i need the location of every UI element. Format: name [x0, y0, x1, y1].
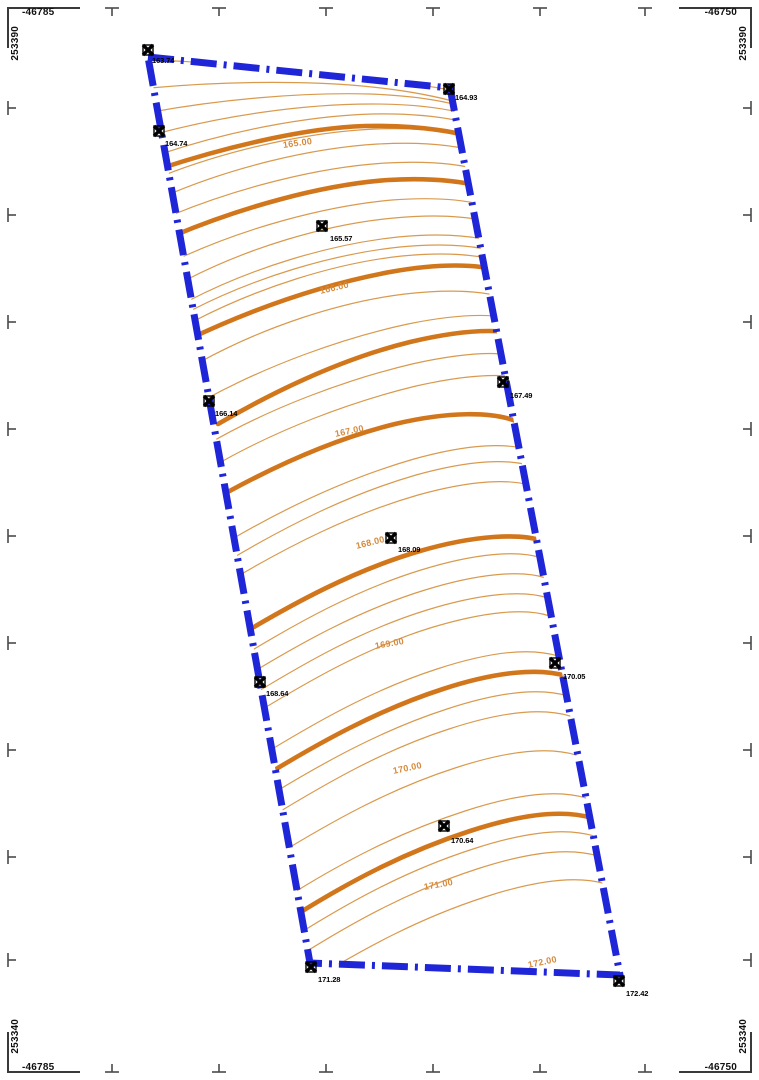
contour-line-intermediate-13 — [227, 481, 537, 583]
spot-elevation-marker-167.49[interactable] — [496, 375, 510, 389]
grid-ticks-top — [105, 7, 652, 16]
contour-line-index-2 — [200, 411, 519, 509]
spot-elevation-label-167.49: 167.49 — [510, 391, 533, 400]
contour-line-index-1 — [182, 263, 503, 344]
spot-elevation-markers[interactable] — [141, 43, 626, 988]
contour-line-intermediate-18 — [295, 851, 599, 959]
spot-elevation-label-166.14: 166.14 — [215, 409, 238, 418]
contour-line-intermediate-23 — [225, 461, 535, 563]
coord-top-right-northing: 253390 — [738, 26, 749, 61]
contour-line-intermediate-11 — [213, 374, 533, 467]
spot-elevation-marker-166.14[interactable] — [202, 394, 216, 408]
coord-top-left-northing: 253390 — [10, 26, 21, 61]
grid-ticks-left — [7, 101, 16, 967]
contour-line-intermediate-17 — [271, 750, 577, 859]
contour-line-intermediate-1 — [149, 81, 481, 111]
coord-top-right-easting: -46750 — [704, 7, 737, 18]
contour-line-intermediate-29 — [235, 553, 543, 661]
spot-elevation-label-163.74: 163.74 — [152, 56, 175, 65]
contour-line-index-4 — [255, 669, 569, 783]
spot-elevation-marker-163.74[interactable] — [141, 43, 155, 57]
coord-top-left-easting: -46785 — [22, 7, 55, 18]
contour-line-intermediate-26 — [281, 793, 587, 901]
spot-elevation-label-170.05: 170.05 — [563, 672, 586, 681]
spot-elevation-marker-168.64[interactable] — [253, 675, 267, 689]
spot-elevation-label-164.74: 164.74 — [165, 139, 188, 148]
contour-line-intermediate-21 — [185, 215, 509, 281]
grid-ticks-bottom — [105, 1064, 652, 1073]
coord-bottom-left-northing: 253340 — [10, 1019, 21, 1054]
grid-ticks-right — [743, 101, 752, 967]
contour-line-intermediate-10 — [207, 352, 529, 445]
contour-line-intermediate-15 — [247, 611, 551, 719]
contour-line-index-7 — [215, 328, 533, 427]
contour-line-index-3 — [229, 534, 546, 643]
contour-lines-intermediate — [149, 59, 607, 975]
spot-elevation-label-171.28: 171.28 — [318, 975, 341, 984]
spot-elevation-label-170.64: 170.64 — [451, 836, 474, 845]
spot-elevation-label-165.57: 165.57 — [330, 234, 353, 243]
parcel-boundary[interactable] — [143, 53, 625, 979]
coord-bottom-left-easting: -46785 — [22, 1062, 55, 1073]
spot-elevation-marker-165.57[interactable] — [315, 219, 329, 233]
contour-line-index-0 — [148, 123, 495, 175]
contour-line-index-5 — [285, 811, 595, 923]
spot-elevation-marker-172.42[interactable] — [612, 974, 626, 988]
spot-elevation-label-168.09: 168.09 — [398, 545, 421, 554]
frame-corner-brackets — [7, 7, 752, 1073]
contour-line-intermediate-12 — [221, 445, 533, 546]
contour-line-intermediate-14 — [239, 573, 547, 681]
spot-elevation-label-172.42: 172.42 — [626, 989, 649, 998]
contour-line-intermediate-24 — [243, 593, 549, 701]
contour-line-intermediate-25 — [261, 691, 569, 801]
contour-lines-index — [148, 123, 595, 923]
spot-elevation-marker-170.05[interactable] — [548, 656, 562, 670]
contour-line-intermediate-16 — [265, 711, 571, 821]
contour-line-intermediate-9 — [199, 290, 518, 363]
spot-elevation-marker-164.74[interactable] — [152, 124, 166, 138]
contour-line-intermediate-30 — [253, 651, 559, 761]
contour-line-intermediate-3 — [157, 113, 493, 156]
contour-line-intermediate-6 — [179, 198, 507, 259]
spot-elevation-label-168.64: 168.64 — [266, 689, 289, 698]
spot-elevation-marker-164.93[interactable] — [442, 82, 456, 96]
contour-line-intermediate-31 — [291, 831, 595, 939]
spot-elevation-marker-170.64[interactable] — [437, 819, 451, 833]
spot-elevation-label-164.93: 164.93 — [455, 93, 478, 102]
coord-bottom-right-northing: 253340 — [738, 1019, 749, 1054]
contour-line-intermediate-19 — [303, 879, 607, 975]
spot-elevation-marker-171.28[interactable] — [304, 960, 318, 974]
coord-bottom-right-easting: -46750 — [704, 1062, 737, 1073]
spot-elevation-marker-168.09[interactable] — [384, 531, 398, 545]
